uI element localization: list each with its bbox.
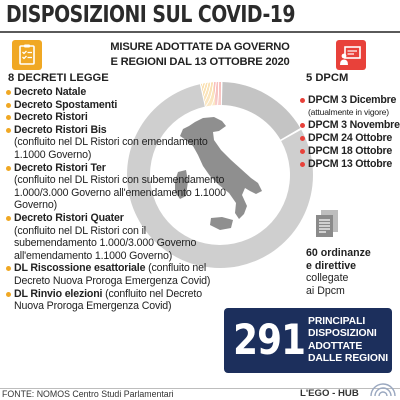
chart-subtitle: MISURE ADOTTATE DA GOVERNO E REGIONI DAL… bbox=[108, 40, 292, 70]
list-item: Decreto Natale bbox=[6, 86, 226, 99]
list-item: Decreto Ristori Quater (confluito nel DL … bbox=[6, 212, 226, 262]
regions-box: 291 PRINCIPALI DISPOSIZIONI ADOTTATE DAL… bbox=[224, 308, 392, 373]
dpcm-heading: 5 DPCM bbox=[306, 72, 349, 84]
donut-slice-decreti-4 bbox=[206, 82, 210, 106]
regions-count: 291 bbox=[233, 315, 306, 364]
title-divider bbox=[0, 31, 400, 33]
sicily-icon bbox=[210, 217, 233, 230]
italy-map-icon bbox=[180, 117, 262, 219]
subtitle-line-1: MISURE ADOTTATE DA GOVERNO bbox=[110, 41, 290, 53]
donut-slice-dpcm-3 bbox=[217, 82, 219, 106]
footer-divider bbox=[0, 388, 400, 389]
documents-icon bbox=[314, 209, 340, 239]
donut-slice-dpcm-1 bbox=[214, 82, 216, 106]
donut-slice-decreti-3 bbox=[204, 83, 209, 106]
donut-slice-decreti-8 bbox=[212, 82, 215, 106]
list-item: DPCM 3 Dicembre (attualmente in vigore) bbox=[300, 94, 400, 118]
ordinanze-text: 60 ordinanze e direttive collegate ai Dp… bbox=[306, 247, 396, 297]
page-title: DISPOSIZIONI SUL COVID-19 bbox=[6, 2, 296, 28]
list-item: DPCM 18 Ottobre bbox=[300, 145, 400, 158]
regions-label: PRINCIPALI DISPOSIZIONI ADOTTATE DALLE R… bbox=[308, 316, 389, 364]
credit-text: L'EGO - HUB bbox=[300, 388, 359, 399]
ordinanze-line-2: e direttive bbox=[306, 259, 357, 272]
list-item: DPCM 24 Ottobre bbox=[300, 132, 400, 145]
donut-slice-dpcm-2 bbox=[215, 82, 218, 106]
list-item: DL Riscossione esattoriale (confluito ne… bbox=[6, 262, 226, 287]
list-item: Decreto Ristori bbox=[6, 111, 226, 124]
checklist-icon bbox=[12, 40, 42, 70]
source-text: FONTE: NOMOS Centro Studi Parlamentari bbox=[2, 389, 174, 399]
donut-slice-decreti-7 bbox=[210, 82, 214, 106]
ordinanze-line-3: collegate bbox=[306, 272, 349, 284]
list-item: DPCM 13 Ottobre bbox=[300, 158, 400, 171]
ordinanze-line-1: 60 ordinanze bbox=[306, 247, 371, 259]
donut-slice-decreti-6 bbox=[209, 82, 213, 106]
decreti-legge-heading: 8 DECRETI LEGGE bbox=[8, 72, 109, 84]
nomos-logo bbox=[368, 378, 398, 398]
donut-slice-decreti-1 bbox=[201, 83, 207, 107]
presenter-icon bbox=[336, 40, 366, 70]
sardinia-icon bbox=[175, 170, 188, 199]
subtitle-line-2: E REGIONI DAL 13 OTTOBRE 2020 bbox=[110, 56, 290, 68]
list-item: Decreto Spostamenti bbox=[6, 99, 226, 112]
donut-slice-dpcm-4 bbox=[218, 82, 220, 106]
list-item: DPCM 3 Novembre bbox=[300, 119, 400, 132]
donut-slice-ordinanze bbox=[221, 82, 301, 140]
list-item: Decreto Ristori Bis (confluito nel DL Ris… bbox=[6, 124, 226, 162]
donut-slice-decreti-2 bbox=[202, 83, 208, 107]
ordinanze-line-4: ai Dpcm bbox=[306, 284, 345, 297]
decreti-legge-list: Decreto Natale Decreto Spostamenti Decre… bbox=[6, 86, 226, 313]
list-item: DL Rinvio elezioni (confluito nel Decret… bbox=[6, 288, 226, 313]
list-item: Decreto Ristori Ter (confluito nel DL Ris… bbox=[6, 162, 226, 212]
donut-slice-decreti-5 bbox=[207, 82, 212, 106]
dpcm-list: DPCM 3 Dicembre (attualmente in vigore) D… bbox=[300, 94, 400, 171]
